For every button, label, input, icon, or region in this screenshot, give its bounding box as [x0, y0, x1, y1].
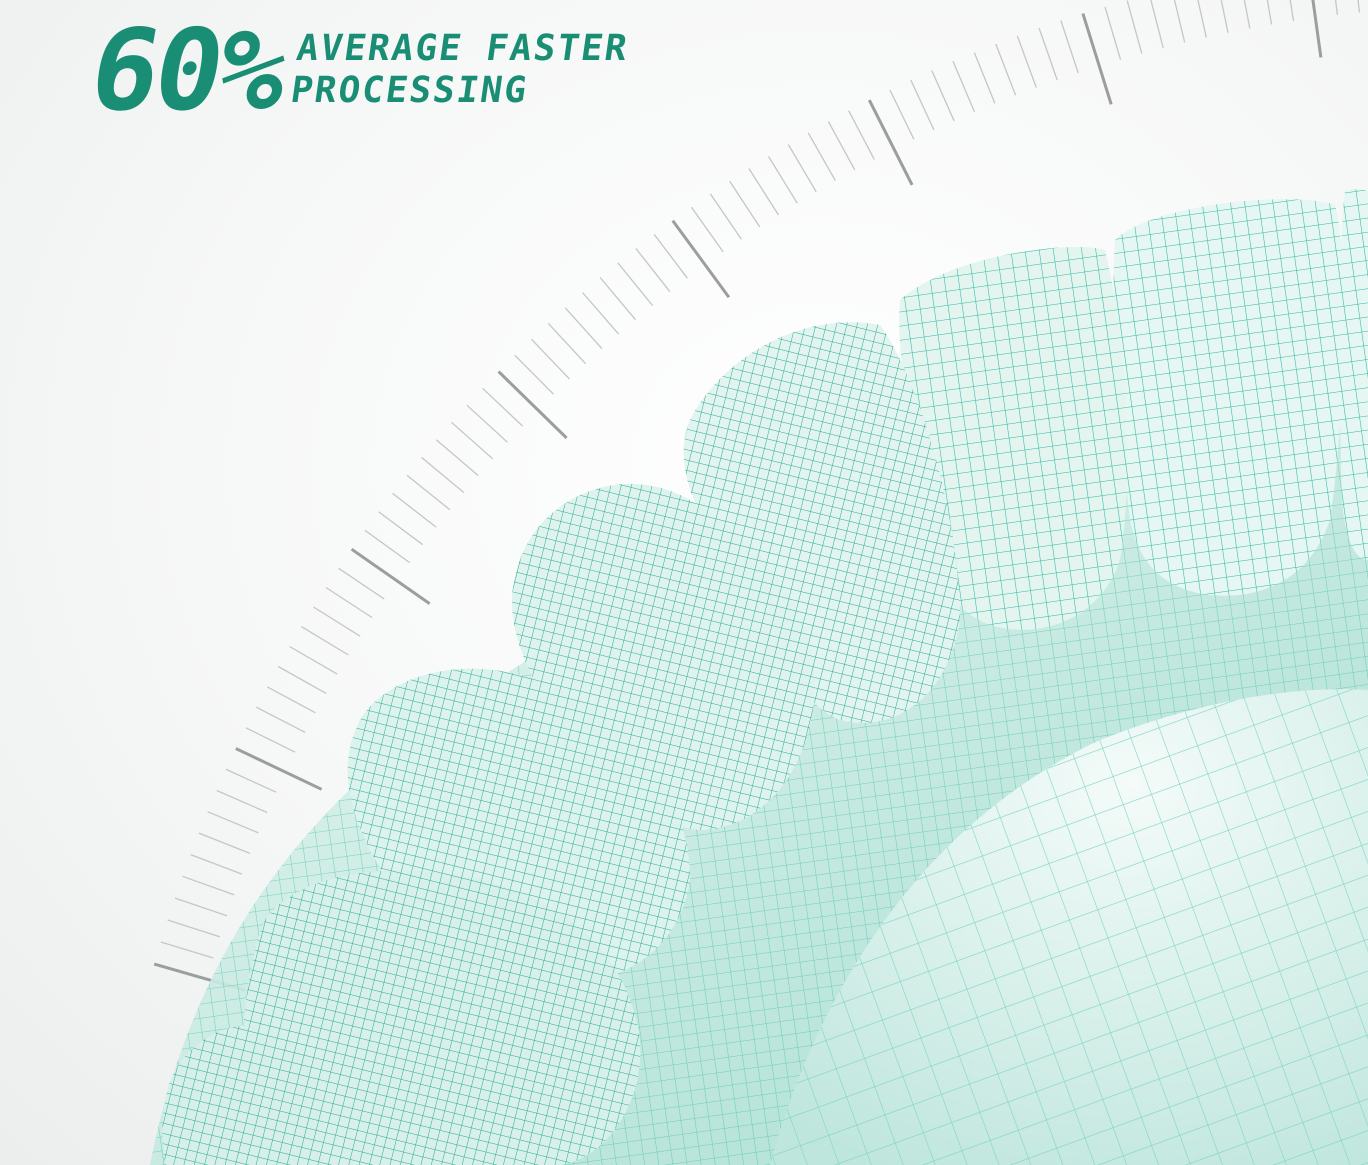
ruler-minor-tick [973, 52, 996, 104]
ruler-major-tick [867, 99, 914, 186]
ruler-minor-tick [190, 853, 243, 875]
ruler-minor-tick [198, 832, 251, 855]
ruler-minor-tick [564, 307, 603, 350]
ruler-minor-tick [889, 89, 915, 140]
ruler-major-tick [1311, 0, 1323, 58]
ruler-minor-tick [995, 43, 1017, 96]
ruler-minor-tick [301, 626, 349, 656]
headline: 60% AVERAGE FASTER PROCESSING [81, 6, 632, 136]
ruler-minor-tick [931, 70, 955, 122]
ruler-minor-tick [729, 180, 761, 228]
ruler-major-tick [497, 370, 568, 440]
ruler-minor-tick [451, 421, 494, 460]
ruler-minor-tick [767, 155, 798, 204]
ruler-minor-tick [245, 727, 296, 753]
ruler-minor-tick [482, 387, 524, 427]
ruler-minor-tick [514, 354, 555, 395]
ruler-minor-tick [392, 492, 437, 528]
ruler-major-tick [671, 219, 731, 299]
stat-value: 60% [80, 6, 294, 136]
ruler-minor-tick [256, 706, 306, 733]
ruler-minor-tick [1334, 0, 1339, 15]
ruler-minor-tick [266, 686, 316, 714]
ruler-minor-tick [1150, 0, 1164, 48]
ruler-minor-tick [466, 404, 508, 443]
ruler-minor-tick [182, 875, 235, 896]
ruler-minor-tick [1357, 0, 1361, 13]
ruler-minor-tick [582, 292, 620, 335]
ruler-minor-tick [1126, 0, 1143, 54]
ruler-minor-tick [325, 586, 373, 619]
ruler-minor-tick [225, 768, 277, 793]
ruler-arc [153, 0, 1361, 992]
ruler-major-tick [350, 547, 431, 605]
ruler-minor-tick [207, 811, 259, 834]
ruler-minor-tick [364, 529, 410, 564]
ruler-minor-tick [1038, 27, 1058, 81]
ruler-minor-tick [1243, 0, 1251, 29]
ruler-major-tick [235, 747, 323, 791]
ruler-minor-tick [599, 277, 636, 321]
ruler-minor-tick [952, 61, 976, 113]
ruler-minor-tick [748, 168, 779, 216]
ruler-minor-tick [167, 919, 221, 938]
ruler-minor-tick [1197, 0, 1207, 38]
ruler-minor-tick [421, 456, 465, 494]
ruler-minor-tick [690, 206, 724, 253]
tongue-dome [770, 689, 1368, 1165]
ruler-minor-tick [709, 193, 742, 240]
ruler-minor-tick [547, 322, 587, 365]
stat-caption: AVERAGE FASTER PROCESSING [288, 28, 632, 112]
ruler-minor-tick [216, 789, 268, 814]
ruler-major-tick [1081, 13, 1113, 105]
ruler-minor-tick [787, 144, 817, 193]
ruler-minor-tick [827, 121, 856, 171]
ruler-minor-tick [338, 567, 385, 600]
caption-line-1: AVERAGE FASTER [294, 28, 632, 69]
ruler-minor-tick [635, 248, 671, 293]
ruler-minor-tick [378, 511, 424, 546]
ruler-minor-tick [1104, 6, 1122, 60]
ruler-minor-tick [406, 474, 451, 511]
ruler-minor-tick [807, 132, 836, 182]
ruler-minor-tick [1060, 20, 1079, 74]
ruler-minor-tick [1173, 0, 1186, 43]
ruler-minor-tick [1016, 35, 1037, 88]
ruler-minor-tick [289, 645, 338, 675]
ruler-minor-tick [1266, 0, 1273, 25]
ruler-minor-tick [848, 110, 875, 160]
teeth [162, 189, 1368, 1165]
ruler-minor-tick [617, 262, 654, 307]
ruler-minor-tick [530, 338, 570, 380]
ruler-minor-tick [435, 439, 479, 476]
ruler-minor-tick [160, 941, 214, 959]
ruler-minor-tick [277, 665, 327, 694]
ruler-minor-tick [174, 897, 228, 917]
ruler-minor-tick [910, 79, 935, 131]
caption-line-2: PROCESSING [288, 70, 532, 111]
ruler-minor-tick [1220, 0, 1229, 33]
ruler-minor-tick [653, 234, 688, 279]
ruler-minor-tick [1289, 0, 1295, 22]
ruler-minor-tick [313, 606, 361, 637]
